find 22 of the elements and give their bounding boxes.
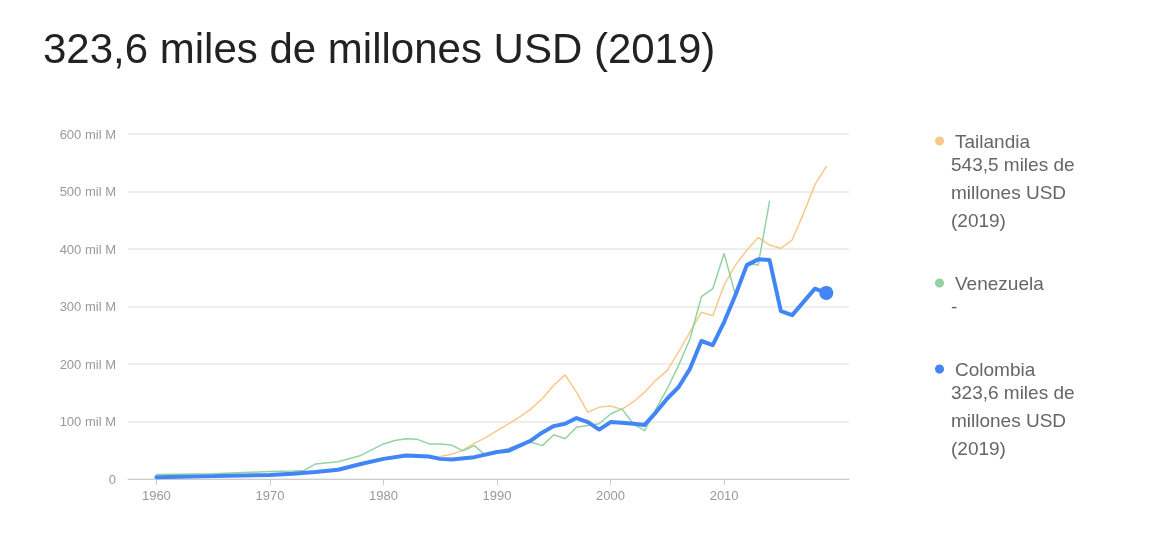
y-tick-label: 500 mil M <box>59 184 116 199</box>
text: 543,5 miles de millones USD (2019) <box>951 153 1080 231</box>
chart-title: 323,6 miles de millones USD (2019) <box>43 24 716 72</box>
x-tick-label: 1960 <box>141 488 171 503</box>
line-series <box>439 165 828 458</box>
x-tick-label: 1990 <box>482 488 512 503</box>
x-tick-label: 1980 <box>369 488 398 503</box>
y-tick-label: 300 mil M <box>59 299 116 314</box>
x-tick-label: 2000 <box>596 488 626 503</box>
x-tick-label: 1970 <box>255 488 285 503</box>
text: 323,6 miles de millones USD (2019) <box>951 381 1080 459</box>
y-tick-label: 200 mil M <box>59 356 116 372</box>
text: - <box>951 295 958 317</box>
y-tick-label: 400 mil M <box>59 241 116 257</box>
y-tick-label: 0 <box>108 471 116 487</box>
y-tick-label: 100 mil M <box>59 414 116 429</box>
legend-label: Venezuela <box>955 272 1045 294</box>
legend-label: Tailandia <box>955 130 1031 152</box>
line-series <box>155 200 771 476</box>
y-tick-label: 600 mil M <box>59 126 116 142</box>
x-tick-label: 2010 <box>709 488 739 503</box>
legend-label: Colombia <box>955 358 1036 380</box>
